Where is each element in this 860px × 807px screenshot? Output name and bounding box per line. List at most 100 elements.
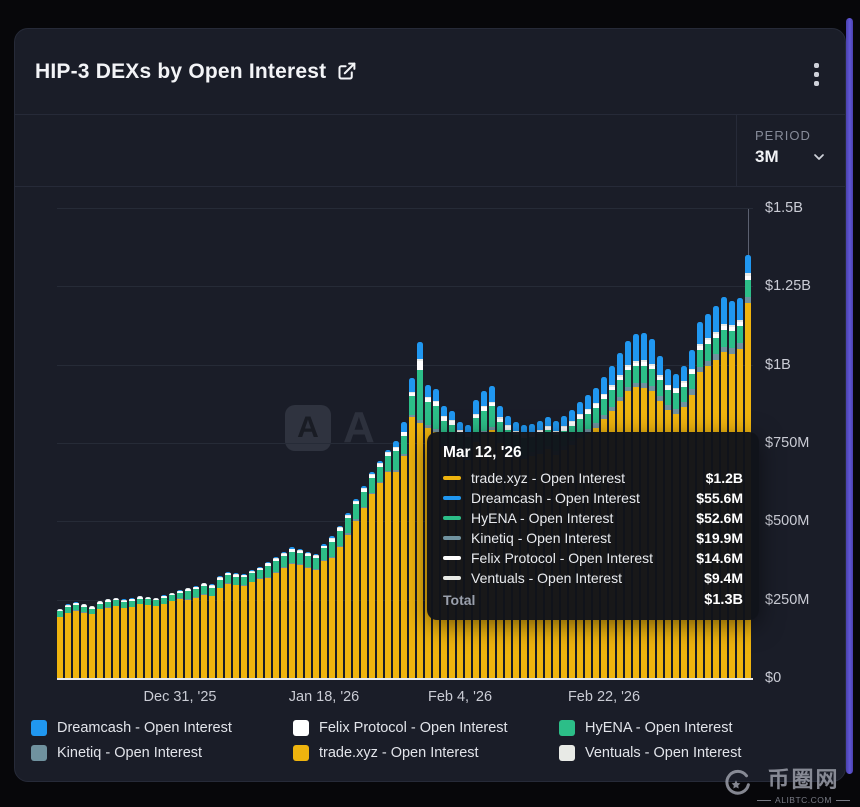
period-dropdown[interactable]: 3M [755,147,827,167]
stacked-bar[interactable] [329,536,335,679]
bar-segment [369,492,375,495]
vertical-scrollbar[interactable] [846,18,853,774]
stacked-bar[interactable] [129,598,135,679]
stacked-bar[interactable] [265,561,271,679]
bar-segment [417,360,423,371]
bar-segment [385,455,391,471]
bar-segment [57,611,63,617]
stacked-bar[interactable] [177,590,183,679]
stacked-bar[interactable] [57,608,63,679]
external-link-icon[interactable] [336,61,357,82]
bar-segment [601,398,607,415]
legend-item[interactable]: Ventuals - Open Interest [559,745,791,761]
stacked-bar[interactable] [193,585,199,679]
bar-segment [649,365,655,370]
stacked-bar[interactable] [185,587,191,679]
stacked-bar[interactable] [81,603,87,679]
bar-segment [713,306,719,332]
stacked-bar[interactable] [145,596,151,679]
bar-segment [689,374,695,390]
stacked-bar[interactable] [305,552,311,679]
bar-segment [465,425,471,433]
bar-segment [609,385,615,387]
bar-segment [161,595,167,596]
bar-segment [193,586,199,588]
stacked-bar[interactable] [313,553,319,679]
bar-segment [625,386,631,392]
stacked-bar[interactable] [289,547,295,679]
stacked-bar[interactable] [153,597,159,679]
stacked-bar[interactable] [97,600,103,679]
x-axis-line [57,678,753,680]
bar-segment [577,418,583,434]
y-axis-label: $1.5B [765,200,803,216]
stacked-bar[interactable] [401,422,407,679]
stacked-bar[interactable] [209,584,215,679]
bar-segment [65,613,71,679]
stacked-bar[interactable] [121,599,127,679]
stacked-bar[interactable] [297,549,303,679]
stacked-bar[interactable] [377,461,383,679]
bar-segment [81,604,87,606]
stacked-bar[interactable] [89,605,95,679]
bar-segment [505,425,511,427]
stacked-bar[interactable] [393,440,399,679]
legend-item[interactable]: HyENA - Open Interest [559,720,791,736]
legend-item[interactable]: Kinetiq - Open Interest [31,745,293,761]
bar-segment [241,577,247,586]
bar-segment [385,453,391,456]
stacked-bar[interactable] [337,525,343,679]
stacked-bar[interactable] [105,598,111,679]
legend-item[interactable]: Dreamcash - Open Interest [31,720,293,736]
legend-item[interactable]: trade.xyz - Open Interest [293,745,559,761]
stacked-bar[interactable] [113,597,119,679]
bar-segment [433,389,439,402]
tooltip-series-name: Felix Protocol - Open Interest [471,550,654,566]
stacked-bar[interactable] [73,601,79,679]
chart-tooltip: Mar 12, '26 trade.xyz - Open Interest $1.… [427,432,759,620]
bar-segment [401,422,407,432]
more-options-kebab-icon[interactable] [812,61,821,88]
stacked-bar[interactable] [233,573,239,679]
stacked-bar[interactable] [361,486,367,679]
legend-item[interactable]: Felix Protocol - Open Interest [293,720,559,736]
y-axis-label: $750M [765,435,810,451]
stacked-bar[interactable] [409,378,415,679]
stacked-bar[interactable] [345,512,351,679]
bar-segment [497,406,503,418]
stacked-bar[interactable] [257,566,263,679]
stacked-bar[interactable] [273,556,279,679]
bar-segment [473,418,479,439]
stacked-bar[interactable] [385,450,391,679]
bar-segment [409,393,415,397]
stacked-bar[interactable] [217,576,223,679]
bar-segment [257,568,263,571]
y-axis-label: $1B [765,356,791,373]
stacked-bar[interactable] [169,592,175,679]
stacked-bar[interactable] [201,582,207,679]
stacked-bar[interactable] [225,571,231,679]
stacked-bar[interactable] [281,552,287,679]
bar-segment [425,401,431,426]
bar-segment [297,550,303,554]
stacked-bar[interactable] [321,544,327,679]
stacked-bar[interactable] [137,595,143,679]
stacked-bar[interactable] [353,498,359,679]
stacked-bar[interactable] [65,604,71,679]
stacked-bar[interactable] [161,595,167,679]
bar-segment [321,546,327,549]
bar-segment [153,598,159,601]
bar-segment [377,483,383,679]
stacked-bar[interactable] [241,573,247,679]
site-watermark: 币圈网 ALIBTC.COM [719,762,850,805]
stacked-bar[interactable] [369,472,375,679]
bar-segment [281,552,287,554]
bar-segment [601,393,607,396]
bar-segment [337,528,343,531]
bar-segment [473,414,479,416]
stacked-bar[interactable] [249,569,255,679]
bar-segment [617,380,623,397]
bar-segment [313,569,319,679]
stacked-bar[interactable] [417,342,423,679]
bar-segment [617,396,623,402]
